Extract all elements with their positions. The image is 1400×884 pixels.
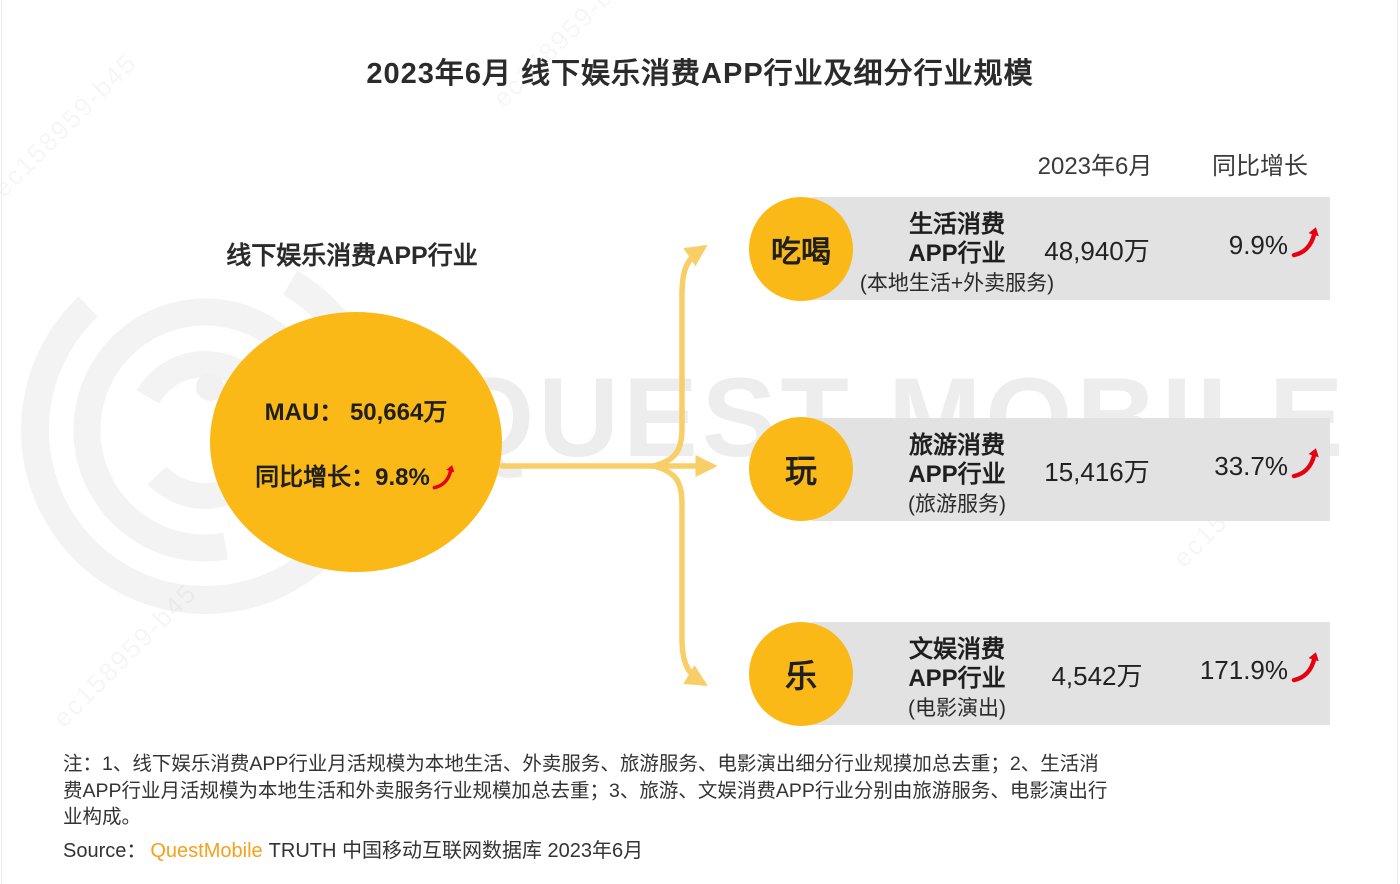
segment-composition: (本地生活+外卖服务) bbox=[859, 272, 1055, 295]
segment-name-line2: APP行业 bbox=[908, 461, 1006, 488]
branch-connector bbox=[499, 244, 718, 686]
segment-name-line2: APP行业 bbox=[908, 665, 1006, 692]
segment-growth: 33.7% bbox=[1214, 446, 1322, 482]
segment-composition: (旅游服务) bbox=[908, 493, 1006, 516]
segment-mau-value: 15,416万 bbox=[1044, 457, 1150, 487]
source-prefix: Source： bbox=[63, 840, 147, 862]
column-header-growth: 同比增长 bbox=[1212, 153, 1308, 180]
column-header-period: 2023年6月 bbox=[1037, 153, 1153, 180]
segment-growth-text: 9.9% bbox=[1228, 230, 1288, 260]
segment-industry-name: 旅游消费 APP行业 (旅游服务) bbox=[840, 431, 1074, 518]
segment-growth-text: 33.7% bbox=[1214, 451, 1288, 481]
segment-composition: (电影演出) bbox=[908, 697, 1006, 720]
source-suffix: TRUTH 中国移动互联网数据库 2023年6月 bbox=[268, 840, 644, 862]
segment-name-line1: 旅游消费 bbox=[909, 432, 1005, 459]
growth-up-arrow-icon bbox=[1291, 227, 1319, 258]
segment-row-eat-drink: 生活消费 APP行业 (本地生活+外卖服务) 48,940万 9.9% bbox=[812, 197, 1330, 300]
segment-row-play: 旅游消费 APP行业 (旅游服务) 15,416万 33.7% bbox=[812, 418, 1330, 521]
growth-up-arrow-icon bbox=[1291, 448, 1319, 479]
segment-growth-text: 171.9% bbox=[1199, 655, 1288, 685]
parent-growth: 同比增长：9.8% bbox=[255, 457, 457, 492]
parent-growth-text: 同比增长：9.8% bbox=[255, 464, 430, 491]
growth-up-arrow-icon bbox=[1291, 652, 1319, 683]
source-brand: QuestMobile bbox=[150, 840, 263, 862]
footnote-line: 业构成。 bbox=[63, 806, 142, 828]
growth-up-arrow-icon bbox=[432, 465, 455, 490]
footnote-line: 注：1、线下娱乐消费APP行业月活规模为本地生活、外卖服务、旅游服务、电影演出细… bbox=[63, 753, 1099, 775]
footnote-line: 费APP行业月活规模为本地生活和外卖服务行业规模加总去重；3、旅游、文娱消费AP… bbox=[63, 779, 1108, 802]
connector-top-branch bbox=[651, 244, 708, 469]
segment-mau-value: 4,542万 bbox=[1051, 661, 1143, 691]
connector-bottom-branch bbox=[651, 463, 708, 686]
category-circle-eat-drink: 吃喝 bbox=[749, 197, 853, 301]
segment-name-line1: 生活消费 bbox=[909, 211, 1005, 238]
footnotes: 注：1、线下娱乐消费APP行业月活规模为本地生活、外卖服务、旅游服务、电影演出细… bbox=[63, 751, 1107, 831]
segment-name-line1: 文娱消费 bbox=[909, 636, 1005, 663]
right-edge-divider bbox=[1397, 0, 1398, 884]
segment-row-fun: 文娱消费 APP行业 (电影演出) 4,542万 171.9% bbox=[812, 622, 1330, 725]
source-line: Source： QuestMobile TRUTH 中国移动互联网数据库 2023年… bbox=[63, 834, 643, 863]
chart-title: 2023年6月 线下娱乐消费APP行业及细分行业规模 bbox=[366, 58, 1034, 90]
segment-mau-value: 48,940万 bbox=[1044, 236, 1150, 266]
segment-industry-name: 文娱消费 APP行业 (电影演出) bbox=[840, 635, 1074, 722]
segment-growth: 171.9% bbox=[1200, 650, 1322, 686]
segment-industry-name: 生活消费 APP行业 (本地生活+外卖服务) bbox=[840, 210, 1074, 297]
category-circle-play: 玩 bbox=[749, 417, 853, 521]
left-edge-divider bbox=[1, 0, 2, 884]
segment-name-line2: APP行业 bbox=[908, 240, 1006, 267]
parent-industry-circle: MAU： 50,664万 同比增长：9.8% bbox=[210, 312, 502, 572]
parent-industry-label: 线下娱乐消费APP行业 bbox=[226, 242, 478, 270]
parent-mau-value: MAU： 50,664万 bbox=[264, 399, 448, 426]
category-circle-fun: 乐 bbox=[749, 622, 853, 726]
segment-growth: 9.9% bbox=[1229, 225, 1322, 261]
